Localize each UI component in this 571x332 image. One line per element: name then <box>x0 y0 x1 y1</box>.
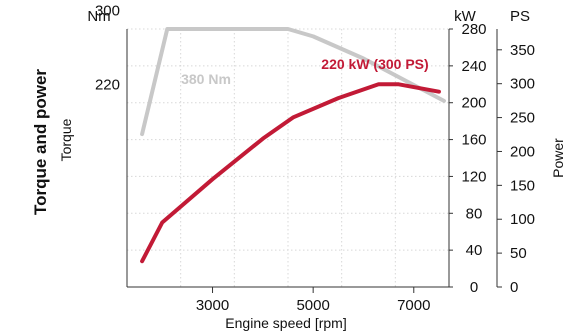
left-ticks: 220300380 <box>95 3 120 94</box>
x-tick-label: 7000 <box>397 297 430 314</box>
left-unit: Nm <box>87 8 110 25</box>
ps-tick-label: 350 <box>510 42 535 59</box>
torque-annotation: 380 Nm <box>181 71 231 87</box>
left-tick-label: 220 <box>95 76 120 93</box>
ps-tick-label: 0 <box>510 279 518 296</box>
ps-unit: PS <box>510 8 530 25</box>
x-axis-label: Engine speed [rpm] <box>225 315 346 331</box>
x-tick-label: 5000 <box>296 297 329 314</box>
chart-title: Torque and power <box>31 69 50 215</box>
ps-tick-label: 150 <box>510 177 535 194</box>
series <box>140 27 446 264</box>
left-axis-label: Torque <box>58 118 74 161</box>
kw-tick-label: 160 <box>461 132 486 149</box>
x-ticks: 3000 5000 7000 <box>196 287 430 314</box>
kw-tick-label: 40 <box>466 242 483 259</box>
right-axis-label: Power <box>550 138 566 178</box>
kw-unit: kW <box>454 8 477 25</box>
left-tick-label: 300 <box>95 3 120 20</box>
torque-line <box>140 27 446 137</box>
kw-tick-label: 0 <box>470 279 478 296</box>
power-line <box>140 82 441 264</box>
ps-tick-label: 250 <box>510 110 535 127</box>
kw-tick-label: 280 <box>461 21 486 38</box>
kw-tick-label: 240 <box>461 58 486 75</box>
kw-tick-label: 200 <box>461 95 486 112</box>
ps-tick-label: 300 <box>510 76 535 93</box>
ps-tick-label: 50 <box>510 245 527 262</box>
ps-tick-label: 100 <box>510 211 535 228</box>
kw-tick-label: 80 <box>466 205 483 222</box>
ps-tick-label: 200 <box>510 143 535 160</box>
power-annotation: 220 kW (300 PS) <box>321 56 428 72</box>
ps-ticks: 0 50 100 150 200 250 300 350 <box>497 42 535 296</box>
x-tick-label: 3000 <box>196 297 229 314</box>
axes <box>126 29 498 288</box>
kw-ticks: 0 40 80 120 160 200 240 280 <box>449 21 487 296</box>
kw-tick-label: 120 <box>461 168 486 185</box>
